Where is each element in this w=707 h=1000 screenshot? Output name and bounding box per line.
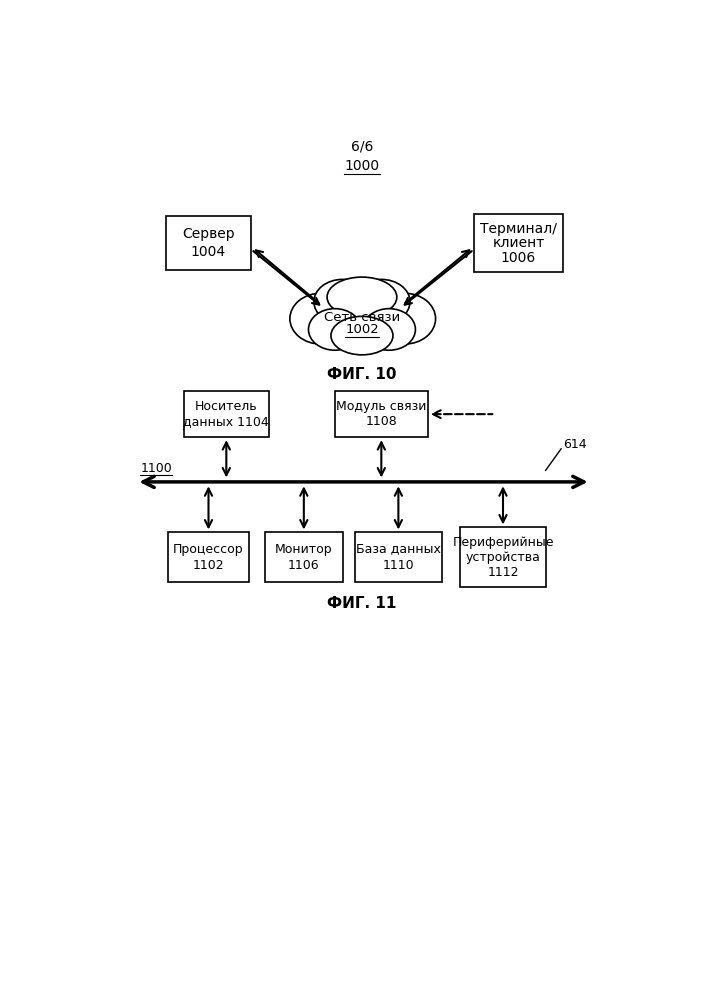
Text: 1108: 1108 — [366, 415, 397, 428]
Ellipse shape — [373, 293, 436, 344]
Text: 614: 614 — [563, 438, 586, 451]
Text: 1100: 1100 — [140, 462, 172, 475]
Text: устройства: устройства — [466, 551, 540, 564]
Text: Сервер: Сервер — [182, 227, 235, 241]
Text: Носитель: Носитель — [195, 400, 257, 413]
Text: ФИГ. 11: ФИГ. 11 — [327, 596, 397, 611]
Text: 1106: 1106 — [288, 559, 320, 572]
Text: 1002: 1002 — [345, 323, 379, 336]
Ellipse shape — [363, 309, 416, 350]
Ellipse shape — [320, 283, 404, 345]
Text: 1004: 1004 — [191, 245, 226, 259]
Text: Периферийные: Периферийные — [452, 536, 554, 549]
FancyBboxPatch shape — [265, 532, 343, 582]
Text: Процессор: Процессор — [173, 543, 244, 556]
Text: данных 1104: данных 1104 — [183, 415, 269, 428]
FancyBboxPatch shape — [335, 391, 428, 437]
Text: Сеть связи: Сеть связи — [324, 311, 400, 324]
Ellipse shape — [331, 316, 393, 355]
Text: Модуль связи: Модуль связи — [336, 400, 426, 413]
Text: Монитор: Монитор — [275, 543, 332, 556]
Text: 1006: 1006 — [501, 251, 536, 265]
Text: 6/6: 6/6 — [351, 140, 373, 154]
Text: 1000: 1000 — [344, 159, 380, 173]
Ellipse shape — [353, 279, 410, 324]
Text: Терминал/: Терминал/ — [480, 222, 557, 236]
FancyBboxPatch shape — [168, 532, 249, 582]
FancyBboxPatch shape — [166, 216, 251, 270]
FancyBboxPatch shape — [474, 214, 563, 272]
Ellipse shape — [290, 293, 352, 344]
Ellipse shape — [327, 277, 397, 317]
Text: 1110: 1110 — [382, 559, 414, 572]
Text: клиент: клиент — [492, 236, 544, 250]
Text: База данных: База данных — [356, 543, 440, 556]
Ellipse shape — [308, 309, 361, 350]
Text: 1112: 1112 — [487, 566, 519, 579]
FancyBboxPatch shape — [184, 391, 269, 437]
FancyBboxPatch shape — [460, 527, 547, 587]
Ellipse shape — [314, 279, 371, 324]
Text: ФИГ. 10: ФИГ. 10 — [327, 367, 397, 382]
Text: 1102: 1102 — [193, 559, 224, 572]
FancyBboxPatch shape — [355, 532, 442, 582]
